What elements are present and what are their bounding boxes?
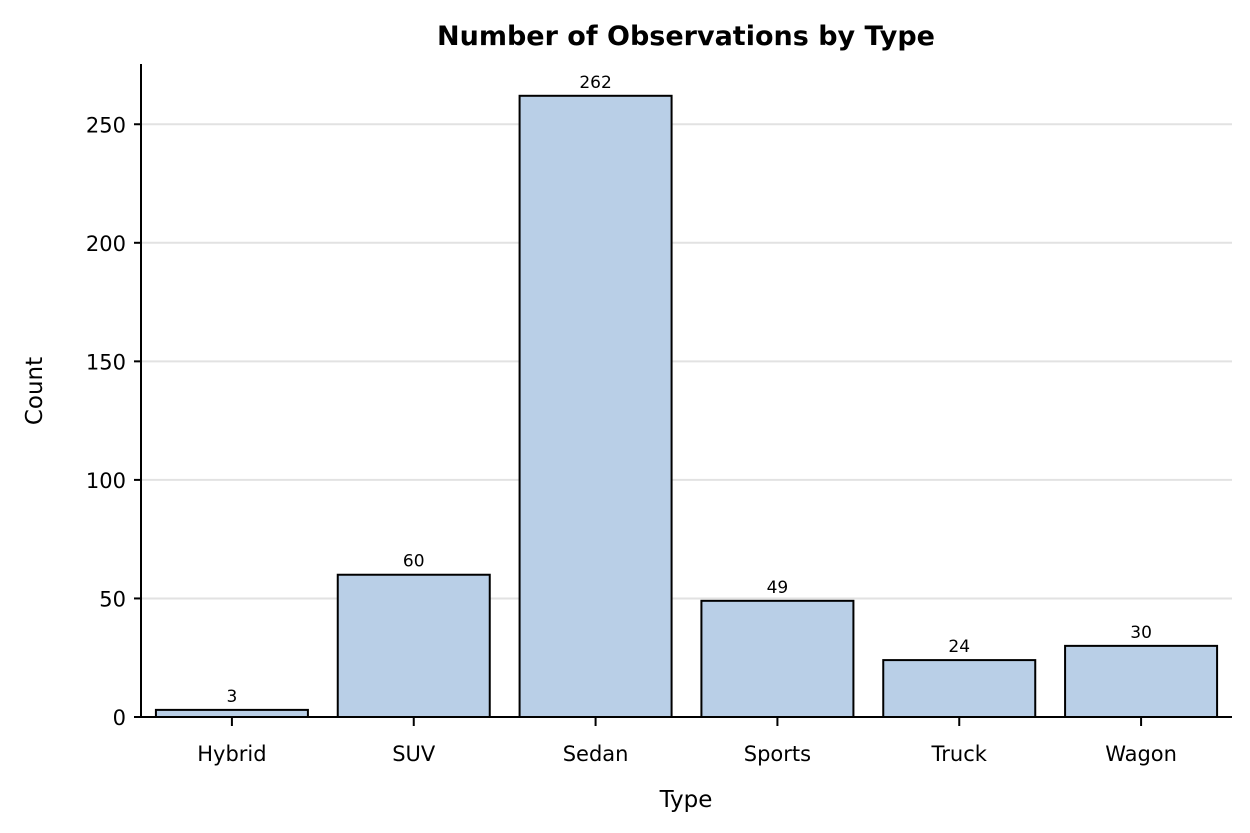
x-axis-title: Type [659,787,713,813]
data-label-sedan: 262 [579,73,611,93]
bars [154,94,1219,719]
bar-sports [700,599,855,718]
bar-sedan [518,94,673,719]
y-tick-label: 150 [86,350,126,374]
x-tick-label-wagon: Wagon [1105,742,1177,766]
data-label-truck: 24 [948,637,970,657]
bar-truck [882,659,1037,719]
y-axis-title: Count [22,357,48,425]
x-tick-label-truck: Truck [931,742,988,766]
bar-suv [336,573,491,718]
x-tick-label-hybrid: Hybrid [197,742,266,766]
x-tick-label-sports: Sports [744,742,811,766]
y-tick-label: 0 [113,706,126,730]
y-tick-label: 200 [86,232,126,256]
y-tick-label: 100 [86,469,126,493]
data-labels: 3 60 262 49 24 30 [227,73,1152,707]
x-tick-label-sedan: Sedan [563,742,629,766]
data-label-suv: 60 [403,552,425,572]
x-tick-label-suv: SUV [392,742,436,766]
gridlines [142,123,1232,600]
y-tick-label: 250 [86,113,126,137]
data-label-hybrid: 3 [227,687,238,707]
bar-wagon [1064,644,1219,718]
chart-title: Number of Observations by Type [437,21,935,52]
x-axis-ticks: Hybrid SUV Sedan Sports Truck Wagon [197,717,1177,766]
data-label-wagon: 30 [1130,623,1152,643]
bar-hybrid [154,708,309,719]
y-tick-label: 50 [99,587,126,611]
y-axis-ticks: 0 50 100 150 200 250 [86,113,141,730]
data-label-sports: 49 [767,578,789,598]
